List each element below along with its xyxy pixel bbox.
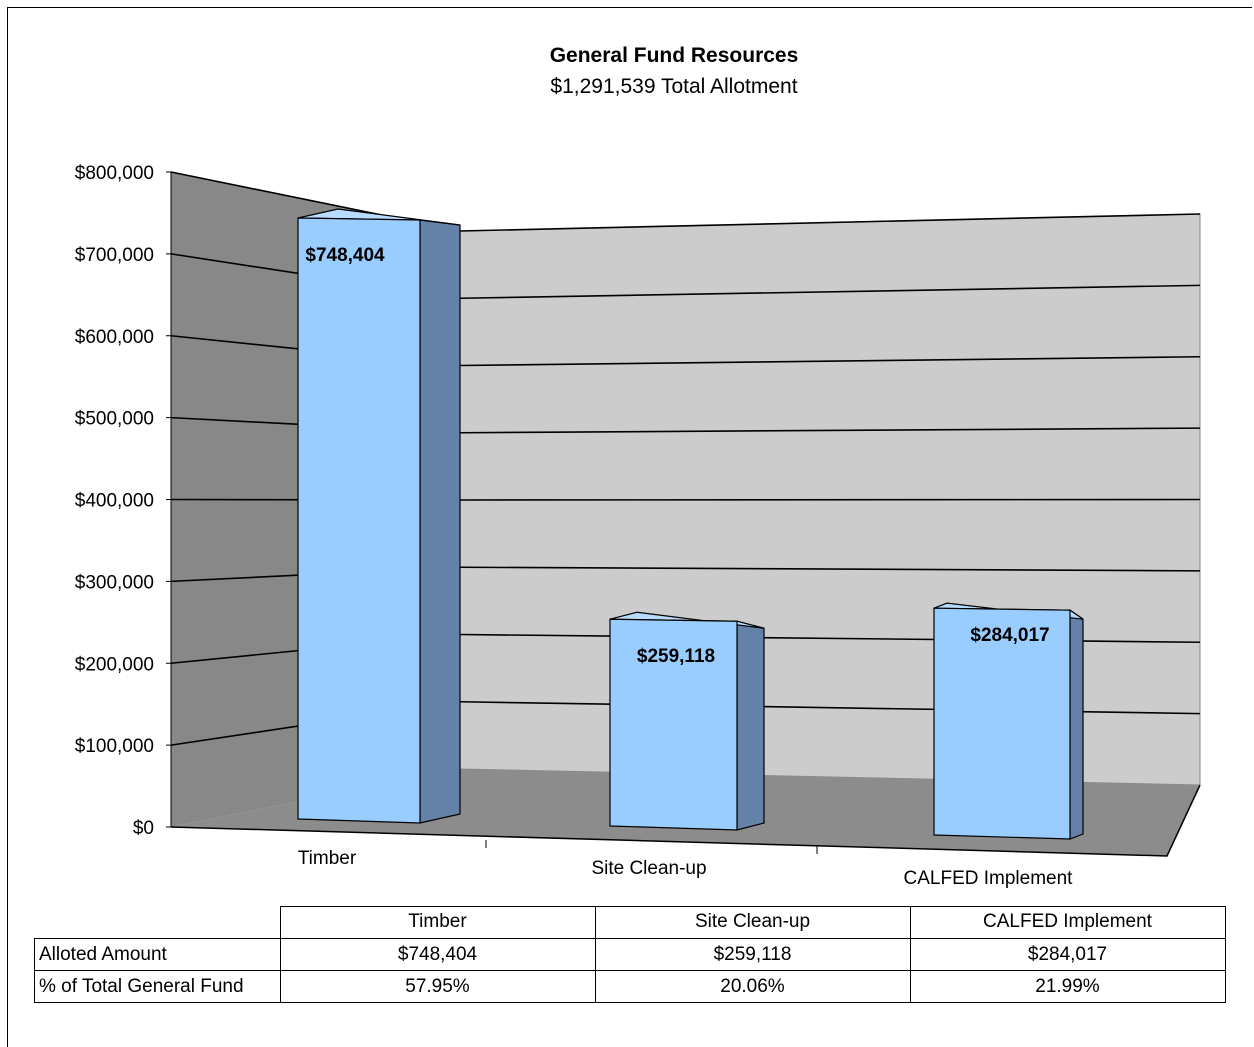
bar-side-face <box>736 620 765 831</box>
table-header-cell: CALFED Implement <box>909 906 1226 939</box>
bar <box>297 217 421 824</box>
y-tick-label: $300,000 <box>75 572 154 593</box>
y-tick-label: $800,000 <box>75 163 154 184</box>
x-tick-label: CALFED Implement <box>904 868 1074 889</box>
y-tick-label: $100,000 <box>75 736 154 757</box>
table-row: Alloted Amount $748,404 $259,118 $284,01… <box>34 937 1226 971</box>
plot-area: $0 $100,000 $200,000 $300,000 $400,000 $500,0… <box>75 163 1201 889</box>
table-cell: $748,404 <box>279 937 596 971</box>
table-cell: $259,118 <box>594 937 911 971</box>
data-table: Timber Site Clean-up CALFED Implement Al… <box>34 906 1226 1003</box>
table-row-label: Alloted Amount <box>34 937 281 971</box>
y-tick-label: $500,000 <box>75 409 154 430</box>
table-cell: 57.95% <box>279 969 596 1003</box>
table-corner-cell <box>34 906 281 939</box>
table-row-label: % of Total General Fund <box>34 969 281 1003</box>
table-header-cell: Site Clean-up <box>594 906 911 939</box>
data-label: $284,017 <box>970 625 1049 646</box>
table-cell: 21.99% <box>909 969 1226 1003</box>
bar <box>933 607 1071 840</box>
chart-title: General Fund Resources <box>550 44 799 67</box>
gridline-back <box>459 355 1201 367</box>
gridline-back <box>459 566 1201 572</box>
y-tick-label: $200,000 <box>75 654 154 675</box>
chart-3d-bar: General Fund Resources $1,291,539 Total … <box>75 44 1201 889</box>
table-header-cell: Timber <box>279 906 596 939</box>
y-tick-label: $600,000 <box>75 327 154 348</box>
bar-side-face <box>1069 609 1084 840</box>
gridline-back <box>459 498 1201 501</box>
table-cell: $284,017 <box>909 937 1226 971</box>
data-label: $748,404 <box>305 245 385 266</box>
table-row: % of Total General Fund 57.95% 20.06% 21… <box>34 969 1226 1003</box>
x-tick-label: Timber <box>298 848 357 869</box>
gridline-back <box>459 427 1201 434</box>
table-header-row: Timber Site Clean-up CALFED Implement <box>34 906 1226 939</box>
chart-frame <box>7 7 1252 1047</box>
y-tick-label: $700,000 <box>75 245 154 266</box>
bar <box>609 618 738 831</box>
y-tick-label: $0 <box>133 818 154 839</box>
x-tick-label: Site Clean-up <box>591 858 706 879</box>
gridline-back <box>459 213 1201 232</box>
table-cell: 20.06% <box>594 969 911 1003</box>
data-label: $259,118 <box>637 646 715 667</box>
gridline-back <box>459 284 1201 300</box>
floor-edge <box>170 784 1201 857</box>
bar-side-face <box>419 219 461 824</box>
chart-subtitle: $1,291,539 Total Allotment <box>550 75 797 98</box>
y-tick-label: $400,000 <box>75 491 154 512</box>
